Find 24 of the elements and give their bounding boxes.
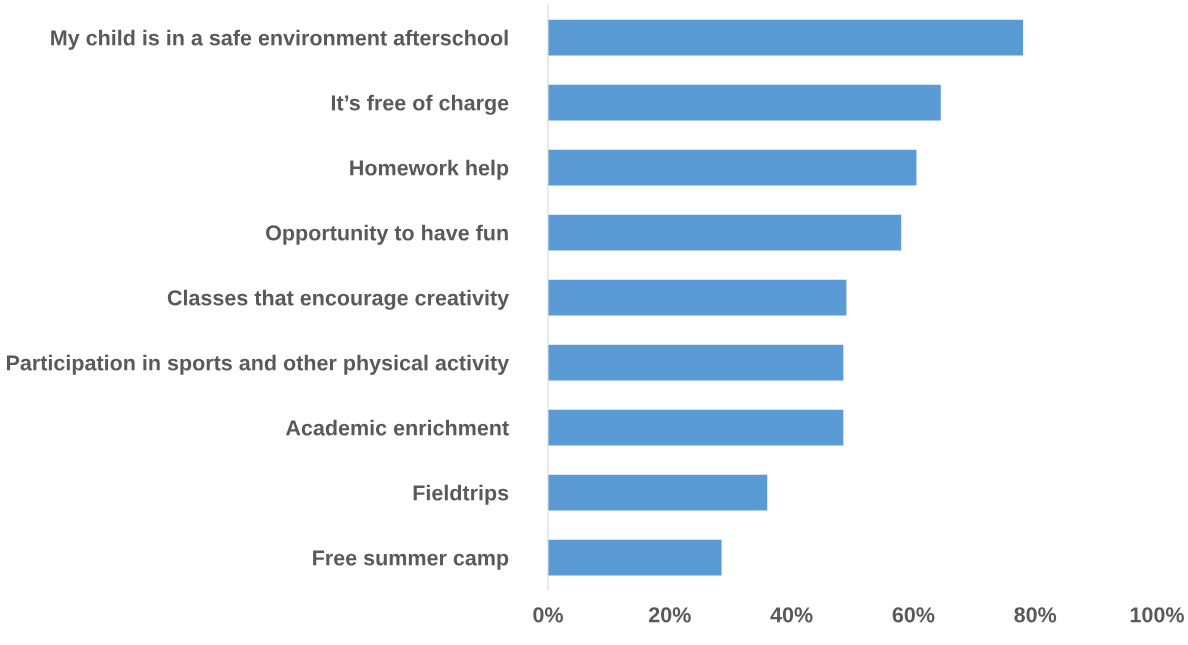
- x-tick-label: 40%: [770, 607, 813, 623]
- bar: [548, 149, 917, 186]
- bar: [548, 279, 847, 316]
- bar: [548, 84, 941, 121]
- bar: [548, 214, 902, 251]
- x-tick-label: 20%: [649, 607, 691, 623]
- bar: [548, 344, 844, 381]
- y-tick-label: Classes that encourage creativity: [167, 289, 510, 310]
- bar: [548, 409, 844, 446]
- bar: [548, 19, 1024, 56]
- bar: [548, 474, 768, 511]
- y-tick-label: My child is in a safe environment afterschool: [51, 29, 508, 50]
- bar: [548, 539, 722, 576]
- y-tick-label: Academic enrichment: [285, 419, 509, 436]
- x-tick-label: 0%: [533, 607, 563, 623]
- x-tick-label: 60%: [892, 607, 935, 623]
- y-tick-label: Opportunity to have fun: [266, 224, 508, 245]
- y-tick-label: Free summer camp: [313, 550, 509, 570]
- x-tick-label: 80%: [1014, 607, 1057, 623]
- y-tick-label: Fieldtrips: [413, 484, 509, 505]
- y-tick-label: Participation in sports and other physical activity: [6, 354, 510, 375]
- x-tick-label: 100%: [1130, 607, 1184, 623]
- y-tick-label: Homework help: [350, 159, 509, 180]
- y-tick-label: It’s free of charge: [331, 94, 509, 115]
